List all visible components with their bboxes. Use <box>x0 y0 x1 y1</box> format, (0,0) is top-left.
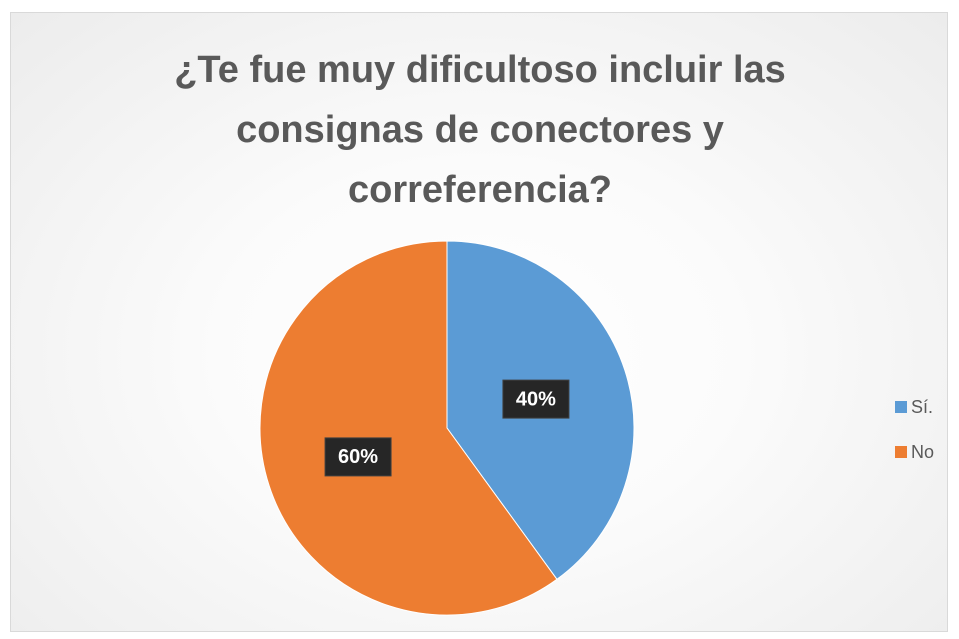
pie-slice <box>259 240 558 616</box>
chart-title: ¿Te fue muy dificultoso incluir las cons… <box>174 49 786 211</box>
data-label-box <box>324 437 392 477</box>
legend-swatch <box>895 401 907 413</box>
legend-label: Sí. <box>911 397 933 417</box>
data-label-box <box>502 379 570 419</box>
legend-label: No <box>911 442 934 462</box>
legend-swatch <box>895 446 907 458</box>
data-label: 60% <box>338 446 378 468</box>
data-label: 40% <box>516 388 556 410</box>
